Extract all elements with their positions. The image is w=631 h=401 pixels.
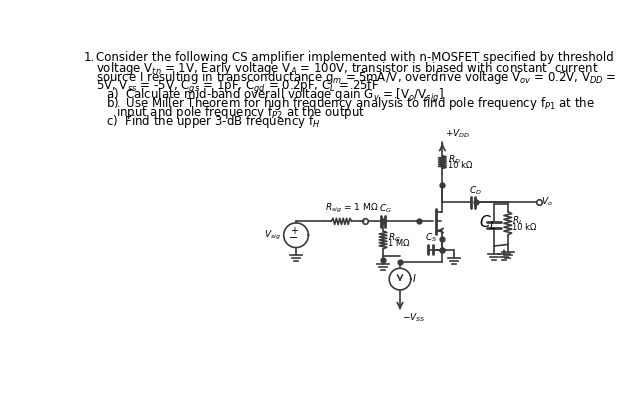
Text: 1 MΩ: 1 MΩ [387,239,409,248]
Text: 5V, V$_{ss}$ = -5V, C$_{gs}$ = 1pF, C$_{gd}$ = 0.2pF, C$_L$ = 25fF: 5V, V$_{ss}$ = -5V, C$_{gs}$ = 1pF, C$_{… [96,78,379,96]
Text: R$_D$: R$_D$ [448,154,461,166]
Text: $-V_{SS}$: $-V_{SS}$ [403,312,426,324]
Text: +: + [290,226,298,236]
Text: −: − [289,233,298,243]
Text: $R_{sig}$ = 1 MΩ: $R_{sig}$ = 1 MΩ [324,202,378,215]
Text: I: I [413,274,416,284]
Text: V$_o$: V$_o$ [541,195,553,208]
Text: V$_{sig}$: V$_{sig}$ [264,229,281,242]
Text: 1.: 1. [83,51,95,64]
Text: C$_S$: C$_S$ [425,232,438,245]
Text: input and pole frequency f$_{P2}$ at the output: input and pole frequency f$_{P2}$ at the… [116,104,365,122]
Text: +V$_{DD}$: +V$_{DD}$ [445,127,470,140]
Text: c)  Find the upper 3-dB frequency f$_H$: c) Find the upper 3-dB frequency f$_H$ [106,113,321,130]
Text: 10 kΩ: 10 kΩ [512,223,537,232]
Text: source I resulting in transconductance g$_m$ = 5mA/V, overdrive voltage V$_{ov}$: source I resulting in transconductance g… [96,69,616,86]
Text: $C_L$: $C_L$ [478,214,497,232]
Text: Consider the following CS amplifier implemented with n-MOSFET specified by thres: Consider the following CS amplifier impl… [96,51,613,64]
Text: C$_G$: C$_G$ [379,203,392,215]
Text: b)  Use Miller Theorem for high frequency analysis to find pole frequency f$_{P1: b) Use Miller Theorem for high frequency… [106,95,594,112]
Text: 10 kΩ: 10 kΩ [448,162,472,170]
Text: a)  Calculate mid-band overall voltage gain G$_v$ = [V$_o$/V$_{sig}$]: a) Calculate mid-band overall voltage ga… [106,87,444,105]
Text: C$_D$: C$_D$ [469,184,482,197]
Text: voltage V$_{tn}$ = 1V, Early voltage V$_A$ = 100V, transistor is biased with con: voltage V$_{tn}$ = 1V, Early voltage V$_… [96,60,599,77]
Text: R$_G$: R$_G$ [387,231,401,244]
Text: R$_L$: R$_L$ [512,215,524,227]
